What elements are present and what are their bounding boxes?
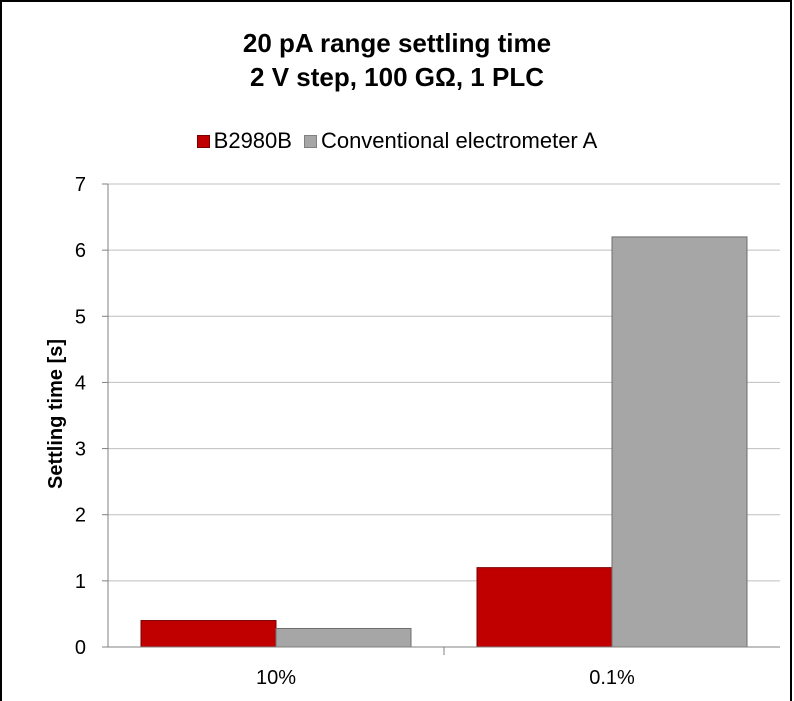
legend-swatch-series-1 bbox=[196, 134, 210, 148]
bar-1-2 bbox=[476, 567, 613, 648]
y-tick-label: 5 bbox=[75, 306, 86, 328]
legend-item-series-1: B2980B bbox=[196, 128, 292, 154]
y-tick-label: 4 bbox=[75, 372, 86, 394]
y-tick-label: 6 bbox=[75, 240, 86, 262]
y-axis-title: Settling time [s] bbox=[45, 339, 67, 489]
chart-title: 20 pA range settling time bbox=[242, 28, 552, 58]
bar-1-1 bbox=[140, 620, 277, 648]
y-tick-label: 1 bbox=[75, 571, 86, 593]
y-tick-label: 0 bbox=[75, 637, 86, 659]
y-tick-label: 3 bbox=[75, 439, 86, 461]
legend: B2980B Conventional electrometer A bbox=[0, 127, 794, 155]
bars bbox=[140, 236, 748, 648]
x-tick-label: 10% bbox=[256, 667, 296, 689]
bar-2-2 bbox=[611, 236, 748, 648]
bar-2-1 bbox=[275, 627, 412, 648]
legend-item-series-2: Conventional electrometer A bbox=[303, 128, 598, 154]
chart-subtitle: 2 V step, 100 GΩ, 1 PLC bbox=[250, 62, 544, 92]
legend-label-series-2: Conventional electrometer A bbox=[320, 128, 598, 153]
y-tick-label: 7 bbox=[75, 174, 86, 196]
legend-label-series-1: B2980B bbox=[213, 128, 292, 153]
x-tick-label: 0.1% bbox=[589, 667, 635, 689]
legend-swatch-series-2 bbox=[303, 134, 317, 148]
y-tick-label: 2 bbox=[75, 505, 86, 527]
axes: 0 1 2 3 4 5 6 7 10% 0.1% bbox=[75, 174, 780, 689]
